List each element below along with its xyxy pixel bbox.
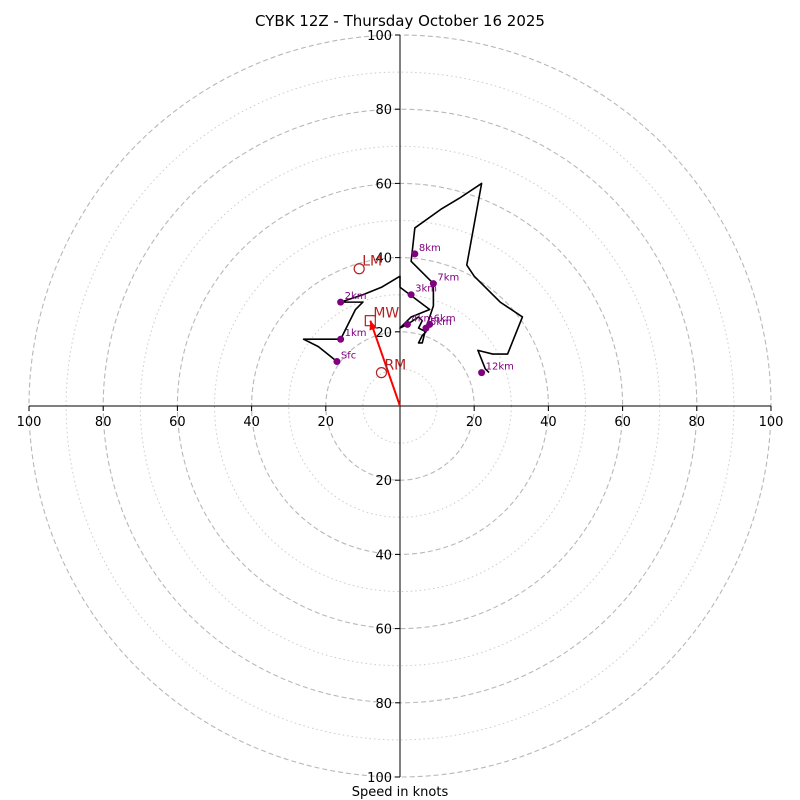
- x-tick-label: 80: [689, 415, 706, 430]
- x-tick-label: 100: [759, 415, 784, 430]
- height-label-8km: 8km: [419, 243, 441, 254]
- y-tick-label: 100: [367, 771, 392, 786]
- x-tick-label: 60: [614, 415, 631, 430]
- height-marker-4km: [403, 320, 411, 328]
- height-label-Sfc: Sfc: [341, 350, 356, 361]
- height-label-4km: 4km: [411, 313, 433, 324]
- x-tick-label: 40: [540, 415, 557, 430]
- wind-trace-line: [302, 182, 524, 374]
- height-marker-3km: [407, 291, 415, 299]
- height-marker-2km: [337, 298, 345, 306]
- chart-title: CYBK 12Z - Thursday October 16 2025: [255, 12, 545, 30]
- wind-trace: [302, 182, 524, 374]
- x-tick-label: 100: [17, 415, 42, 430]
- height-marker-Sfc: [333, 357, 341, 365]
- storm-motion-markers: LM MW RM: [353, 254, 406, 379]
- height-marker-12km: [478, 369, 486, 377]
- x-tick-label: 60: [169, 415, 186, 430]
- x-axis-label: Speed in knots: [352, 785, 449, 800]
- y-tick-label: 80: [375, 103, 392, 118]
- storm-motion-marker-LM: [353, 263, 365, 275]
- height-label-2km: 2km: [345, 291, 367, 302]
- storm-motion-marker-RM: [375, 367, 388, 379]
- y-tick-label: 60: [375, 623, 392, 638]
- height-marker-8km: [411, 250, 419, 258]
- y-tick-label: 20: [375, 474, 392, 489]
- x-tick-label: 20: [318, 415, 335, 430]
- storm-motion-label-RM: RM: [384, 358, 406, 374]
- height-label-3km: 3km: [415, 284, 437, 295]
- height-label-7km: 7km: [437, 273, 459, 284]
- height-marker-6km: [426, 320, 434, 328]
- shear-vector-line: [369, 320, 401, 407]
- y-tick-label: 100: [367, 29, 392, 44]
- height-marker-1km: [337, 335, 345, 343]
- x-tick-label: 20: [466, 415, 483, 430]
- storm-motion-label-MW: MW: [373, 306, 399, 322]
- storm-motion-marker-MW: [364, 315, 376, 327]
- y-tick-label: 60: [375, 177, 392, 192]
- height-label-6km: 6km: [434, 313, 456, 324]
- height-label-12km: 12km: [486, 362, 514, 373]
- x-tick-label: 80: [95, 415, 112, 430]
- x-tick-label: 40: [243, 415, 260, 430]
- y-tick-label: 80: [375, 697, 392, 712]
- y-tick-label: 20: [375, 326, 392, 341]
- height-label-1km: 1km: [345, 328, 367, 339]
- storm-motion-label-LM: LM: [362, 254, 382, 270]
- height-label-5km: 5km: [430, 317, 452, 328]
- height-marker-7km: [429, 280, 437, 288]
- y-tick-label: 40: [375, 252, 392, 267]
- y-tick-label: 40: [375, 548, 392, 563]
- tick-labels: 100 100 80 80 60 60 40 40 20 20 20 20 40 40 60 60 80 80 10…: [17, 29, 784, 786]
